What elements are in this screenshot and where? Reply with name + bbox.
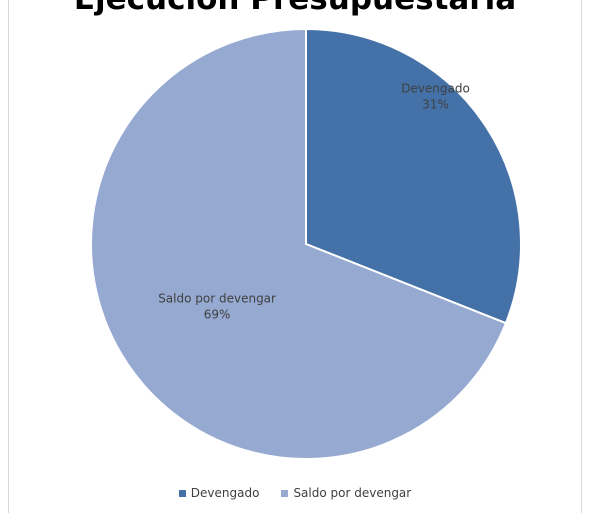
pie-slice-saldo-por-devengar [90, 27, 508, 460]
legend-swatch-saldo-por-devengar [281, 489, 289, 497]
legend-item-devengado: Devengado [178, 486, 260, 500]
legend-swatch-devengado [178, 489, 186, 497]
chart-frame [8, 0, 582, 513]
legend-label-devengado: Devengado [190, 486, 260, 500]
pie-slice-devengado [305, 27, 522, 325]
legend: Devengado Saldo por devengar [0, 486, 590, 500]
data-label-category-devengado: Devengado [401, 81, 470, 95]
chart-title: Ejecución Presupuestaria [0, 0, 590, 17]
data-label-category-saldo-por-devengar: Saldo por devengar [158, 291, 276, 305]
data-label-percent-saldo-por-devengar: 69% [204, 307, 231, 321]
legend-item-saldo-por-devengar: Saldo por devengar [281, 486, 411, 500]
data-label-percent-devengado: 31% [422, 97, 449, 111]
legend-label-saldo-por-devengar: Saldo por devengar [293, 486, 412, 500]
